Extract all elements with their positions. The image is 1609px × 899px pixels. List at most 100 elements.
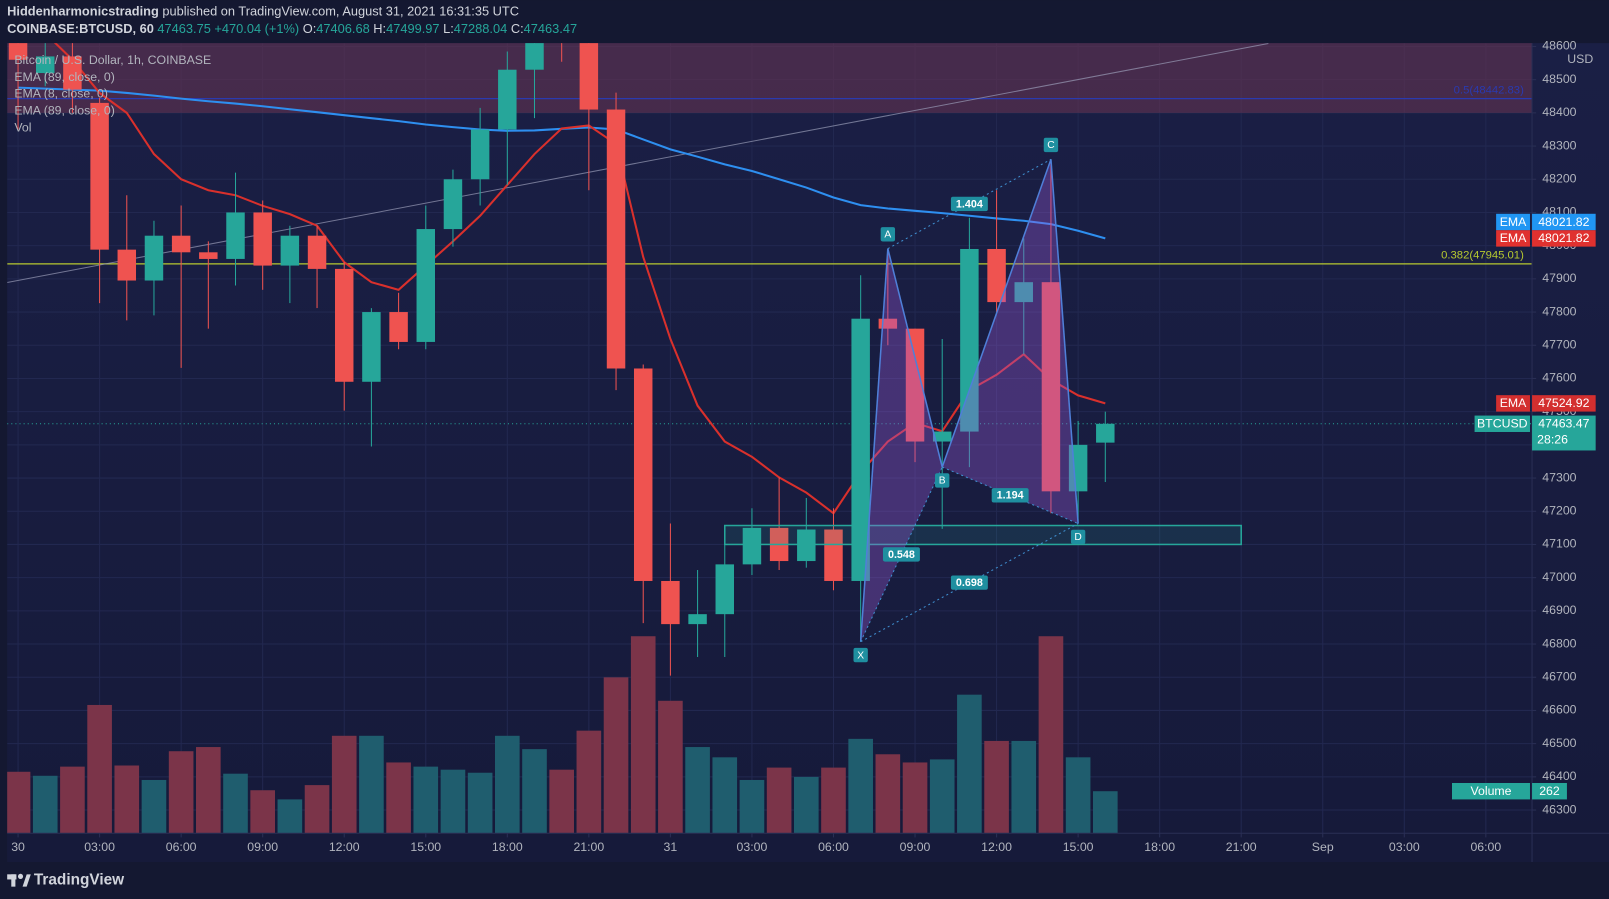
candle-body — [797, 529, 816, 562]
last-price: 47463.75 — [157, 21, 210, 36]
volume-bar — [467, 772, 493, 834]
volume-bar — [549, 769, 574, 834]
volume-bar — [929, 759, 955, 834]
tag-label-box — [1474, 415, 1530, 432]
x-tick-label: 12:00 — [981, 840, 1012, 854]
candle-body — [878, 318, 898, 329]
candle-body — [144, 235, 164, 281]
candle-body — [661, 580, 680, 625]
x-tick-label: 21:00 — [1226, 840, 1257, 854]
point-box — [880, 227, 896, 242]
volume-bar — [658, 700, 683, 834]
y-tick-label: 47100 — [1542, 537, 1576, 551]
x-tick-label: 03:00 — [1389, 840, 1420, 854]
candle-body — [1041, 282, 1061, 492]
ratio-label: 0.698 — [956, 577, 983, 589]
y-tick-label: 48600 — [1542, 39, 1576, 53]
y-tick-label: 47300 — [1542, 470, 1576, 484]
level-label: 0.5(48442.83) — [1454, 84, 1524, 96]
x-tick-label: 09:00 — [247, 840, 278, 854]
tag-value-box — [1532, 230, 1596, 247]
legend: Bitcoin / U.S. Dollar, 1h, COINBASE EMA (… — [14, 53, 211, 135]
pattern-leg — [859, 248, 889, 642]
y-tick-label: 46700 — [1542, 669, 1576, 683]
x-tick-label: 09:00 — [900, 840, 931, 854]
legend-entry: EMA (89, close, 0) — [14, 70, 114, 84]
volume-bar — [196, 747, 221, 834]
y-tick-label: 46300 — [1542, 802, 1576, 816]
volume-bar — [331, 735, 357, 834]
candle-body — [199, 252, 218, 259]
target-box — [723, 524, 1242, 546]
candle-body — [579, 43, 599, 110]
y-tick-label: 46800 — [1542, 636, 1576, 650]
candle-body — [117, 249, 137, 281]
candle-body — [715, 564, 734, 615]
volume-bar — [304, 785, 330, 834]
ohlc-value: 47463.47 — [524, 21, 577, 36]
volume-bar — [630, 636, 656, 834]
candle-body — [280, 235, 300, 266]
point-label: A — [884, 229, 891, 240]
x-tick-label: 31 — [664, 840, 678, 854]
y-tick-label: 47600 — [1542, 371, 1576, 385]
zones — [7, 43, 1533, 113]
ratio-label: 1.194 — [997, 490, 1024, 502]
volume-bar — [603, 677, 629, 834]
candle-body — [334, 268, 354, 382]
ohlc-value: 47288.04 — [454, 21, 507, 36]
x-tick-label: 15:00 — [1063, 840, 1094, 854]
volume-bar — [875, 754, 901, 834]
trend-line — [7, 43, 1269, 284]
tag-value-box — [1532, 395, 1596, 412]
point-label: B — [939, 476, 946, 487]
author: Hiddenharmonicstrading — [7, 4, 159, 19]
legend-entry: Vol — [14, 121, 31, 135]
tag-label: EMA — [1500, 231, 1527, 245]
pattern-leg — [941, 159, 1052, 468]
tag-label-box — [1496, 213, 1530, 231]
ohlc-label: H: — [373, 21, 386, 36]
y-tick-label: 47000 — [1542, 570, 1576, 584]
volume-bar — [821, 767, 846, 834]
volume-tag-value: 262 — [1539, 784, 1560, 798]
x-tick-label: 03:00 — [737, 840, 768, 854]
tag-value: 48021.82 — [1538, 231, 1589, 245]
logo-mark — [11, 874, 16, 887]
y-tick-label: 47800 — [1542, 304, 1576, 318]
y-tick-label: 46400 — [1542, 769, 1576, 783]
volume-bar — [114, 765, 140, 834]
volume-bar — [1092, 791, 1118, 834]
volume-bar — [1065, 757, 1091, 834]
tag-label: BTCUSD — [1477, 417, 1528, 431]
volume-bar — [902, 762, 928, 834]
volume-bar — [576, 730, 602, 834]
point-box — [1043, 137, 1059, 153]
x-tick-label: 21:00 — [573, 840, 604, 854]
volume-bar — [32, 775, 58, 834]
y-tick-label: 47200 — [1542, 504, 1576, 518]
ohlc-label: O: — [303, 21, 317, 36]
ratio-box — [882, 547, 920, 562]
candle-body — [1096, 423, 1115, 443]
candle-body — [253, 212, 272, 266]
volume-bar — [141, 779, 167, 834]
candle-body — [498, 69, 517, 130]
tag-label: EMA — [1500, 396, 1527, 410]
x-tick-label: 18:00 — [492, 840, 523, 854]
candle-body — [171, 235, 191, 253]
y-tick-label: 47900 — [1542, 271, 1576, 285]
candle-body — [851, 318, 870, 581]
volume-bar — [1038, 636, 1064, 834]
candle-body — [36, 56, 55, 74]
x-tick-label: 18:00 — [1144, 840, 1175, 854]
candle-body — [1014, 282, 1033, 303]
tag-value-box — [1532, 213, 1596, 231]
header-line: Hiddenharmonicstrading published on Trad… — [7, 4, 519, 19]
header: Hiddenharmonicstrading published on Trad… — [7, 4, 577, 36]
candle-body — [90, 102, 109, 250]
volume-bar — [957, 694, 982, 834]
ratio-box — [950, 196, 988, 212]
candle-body — [987, 248, 1006, 303]
volume-bar — [739, 779, 765, 834]
